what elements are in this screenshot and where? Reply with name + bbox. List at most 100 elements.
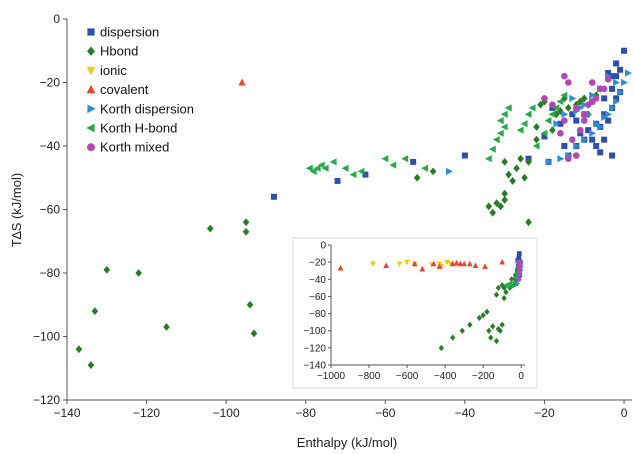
x-tick-label: 0 (621, 406, 628, 420)
point-hbond (501, 189, 508, 198)
legend-label: Korth H-bond (100, 121, 177, 136)
inset-point-ionic (444, 259, 450, 266)
point-korth-h-bond (544, 117, 552, 125)
main-axes: −140 −120 −100 −80 −60 −40 −20 0−120−100−80−60−… (33, 12, 632, 420)
point-hbond (103, 265, 111, 274)
point-korth-mixed (600, 85, 608, 93)
inset-point-covalent (419, 265, 426, 272)
inset-point-dispersion (516, 251, 522, 256)
inset-x-tick-label: −1000 (317, 371, 346, 382)
point-korth-dispersion (609, 104, 617, 112)
point-dispersion (617, 66, 624, 73)
inset-point-hbond (493, 291, 500, 298)
legend-item-dispersion: dispersion (87, 25, 159, 40)
point-korth-h-bond (401, 155, 409, 163)
point-korth-h-bond (496, 117, 504, 125)
point-korth-mixed (565, 79, 572, 86)
point-korth-h-bond (321, 164, 329, 172)
point-korth-dispersion (617, 88, 624, 96)
point-dispersion (601, 136, 608, 143)
inset-point-hbond (490, 323, 496, 330)
point-korth-mixed (588, 79, 596, 86)
point-hbond (246, 300, 254, 309)
point-hbond (521, 173, 528, 182)
inset-x-tick-label: −400 (434, 371, 457, 382)
point-hbond (517, 154, 524, 163)
inset-point-hbond (495, 284, 502, 291)
x-tick-label: −80 (296, 406, 317, 420)
inset-y-tick-label: −20 (309, 258, 326, 269)
point-korth-mixed (576, 126, 584, 134)
y-tick-label: −40 (40, 139, 61, 153)
legend-item-korth-dispersion: Korth dispersion (87, 101, 194, 116)
inset-point-hbond (503, 289, 509, 296)
point-korth-h-bond (309, 167, 317, 175)
point-hbond (485, 202, 493, 211)
x-tick-label: −60 (375, 406, 396, 420)
inset-y-tick-label: −120 (303, 343, 326, 354)
point-korth-dispersion (589, 129, 597, 137)
inset-point-covalent (461, 260, 468, 267)
legend: dispersion Hbond ionic covalent Korth disper… (86, 25, 194, 155)
point-dispersion (541, 133, 548, 140)
point-hbond (497, 202, 504, 211)
point-dispersion (621, 47, 628, 54)
inset-point-korth-mixed (515, 276, 522, 282)
point-hbond (513, 164, 520, 173)
point-dispersion (362, 171, 369, 178)
point-dispersion (601, 111, 608, 118)
point-korth-h-bond (381, 155, 389, 163)
inset-point-ionic (396, 261, 403, 267)
inset-point-covalent (472, 262, 479, 268)
point-dispersion (569, 111, 576, 118)
legend-item-korth-mixed: Korth mixed (87, 140, 169, 155)
point-korth-h-bond (349, 170, 357, 179)
point-korth-h-bond (540, 129, 548, 137)
x-tick-label: −40 (455, 406, 476, 420)
point-korth-mixed (592, 95, 600, 102)
inset-point-hbond (488, 334, 494, 341)
point-dispersion (613, 60, 620, 67)
point-korth-dispersion (561, 110, 569, 118)
legend-marker-covalent (86, 84, 96, 94)
legend-label: ionic (100, 63, 127, 78)
inset-point-covalent (411, 260, 418, 267)
inset-point-hbond (493, 337, 500, 345)
point-korth-mixed (557, 130, 564, 137)
point-korth-h-bond (341, 164, 349, 172)
point-hbond (525, 157, 532, 166)
inset-point-hbond (476, 314, 482, 321)
point-dispersion (605, 117, 612, 124)
point-korth-h-bond (528, 104, 536, 112)
inset-y-tick-label: 0 (320, 241, 326, 252)
inset-y-tick-label: −100 (303, 326, 326, 337)
inset-point-hbond (501, 295, 507, 302)
point-korth-dispersion (601, 113, 609, 122)
inset-point-korth-mixed (517, 261, 523, 267)
point-hbond (533, 135, 540, 144)
inset-point-ionic (369, 261, 376, 267)
inset-x-tick-label: −200 (472, 371, 495, 382)
y-axis-label: T∆S (kJ/mol) (9, 173, 24, 247)
point-korth-h-bond (500, 123, 508, 131)
point-hbond (505, 170, 512, 179)
point-korth-dispersion (553, 120, 561, 128)
point-korth-dispersion (569, 94, 577, 102)
point-hbond (250, 329, 258, 338)
point-dispersion (601, 95, 608, 102)
inset-point-covalent (436, 263, 443, 269)
point-hbond (75, 345, 83, 354)
point-korth-mixed (561, 72, 568, 80)
inset-x-tick-label: 0 (518, 371, 524, 382)
legend-marker-hbond (87, 46, 95, 56)
legend-label: Korth mixed (100, 140, 169, 155)
inset-chart: −1000 −800 −600 −400 −200 0−140−120−100−80−60… (292, 237, 538, 389)
point-korth-h-bond (496, 129, 504, 137)
legend-label: covalent (100, 82, 149, 97)
inset-point-korth-h-bond (511, 279, 517, 286)
inset-point-korth-h-bond (508, 282, 515, 289)
y-tick-label: −100 (33, 330, 60, 344)
point-hbond (501, 196, 508, 204)
point-dispersion (613, 95, 620, 102)
